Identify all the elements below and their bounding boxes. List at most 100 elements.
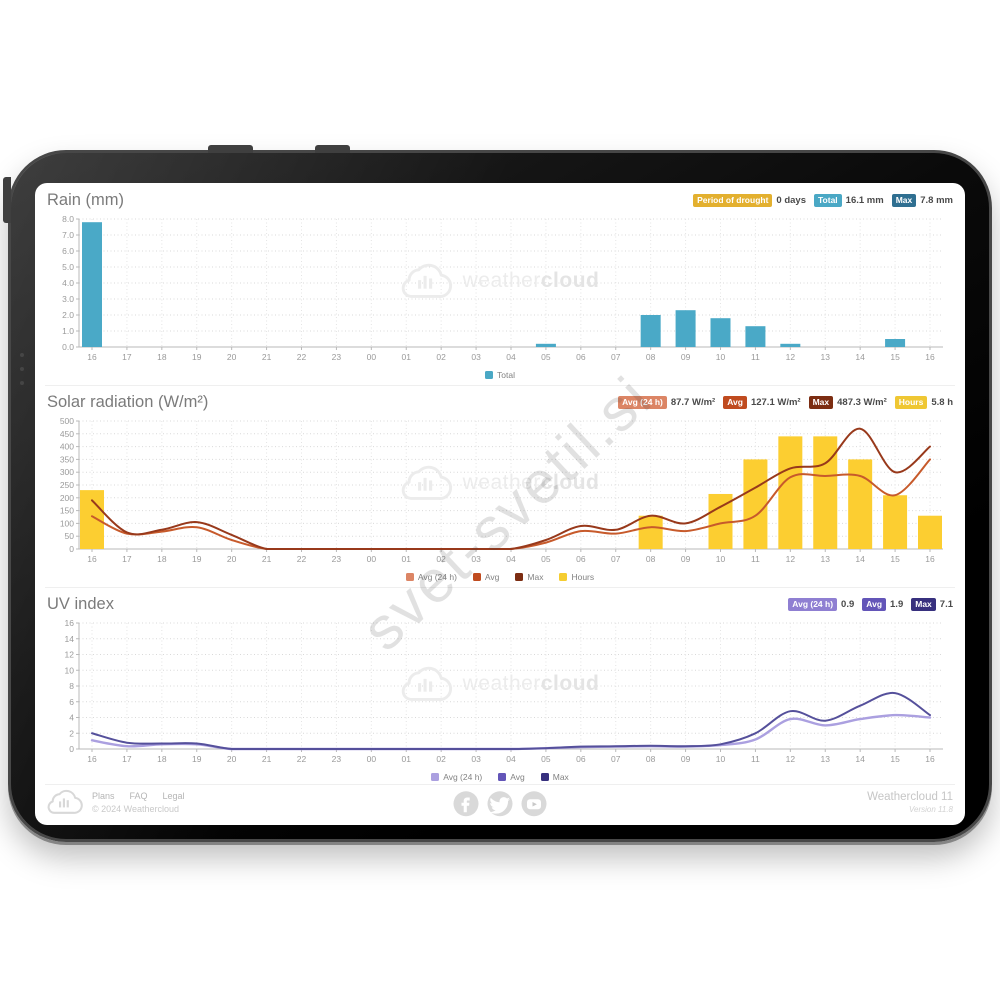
svg-text:03: 03	[471, 352, 481, 362]
svg-text:13: 13	[821, 352, 831, 362]
rain-legend-total[interactable]: Total	[485, 370, 515, 380]
svg-text:11: 11	[751, 754, 760, 764]
svg-text:6: 6	[69, 697, 74, 707]
solar-legend-avg-24-h[interactable]: Avg (24 h)	[405, 572, 457, 582]
svg-text:09: 09	[681, 352, 691, 362]
rain-chart-area: weathercloud 0.0 1.0 2.0 3.0 4.0 5.0 6.0 7.0 8.0…	[45, 213, 955, 368]
svg-text:8: 8	[69, 681, 74, 691]
svg-text:23: 23	[332, 754, 342, 764]
svg-text:10: 10	[716, 352, 726, 362]
svg-text:08: 08	[646, 352, 656, 362]
svg-text:20: 20	[227, 754, 237, 764]
svg-text:16: 16	[87, 554, 97, 564]
copyright: © 2024 Weathercloud	[92, 803, 180, 814]
uv-badge-avg-24-h: Avg (24 h) 0.9	[788, 597, 854, 612]
solar-badges: Avg (24 h) 87.7 W/m² Avg 127.1 W/m² Max 487.3…	[610, 395, 953, 410]
svg-text:12: 12	[786, 352, 796, 362]
svg-text:200: 200	[60, 493, 74, 503]
svg-text:02: 02	[436, 352, 446, 362]
uv-legend: Avg (24 h) Avg Max	[45, 770, 955, 784]
svg-text:09: 09	[681, 754, 691, 764]
solar-legend-max[interactable]: Max	[515, 572, 543, 582]
footer: Plans FAQ Legal © 2024 Weathercloud	[45, 784, 955, 825]
svg-text:0: 0	[69, 544, 74, 554]
uv-legend-avg[interactable]: Avg	[498, 772, 525, 782]
svg-text:16: 16	[925, 754, 935, 764]
svg-text:17: 17	[122, 554, 132, 564]
uv-badge-max: Max 7.1	[911, 597, 953, 612]
uv-title: UV index	[47, 595, 114, 613]
svg-text:01: 01	[402, 554, 412, 564]
svg-text:02: 02	[436, 554, 446, 564]
svg-text:02: 02	[436, 754, 446, 764]
svg-text:22: 22	[297, 554, 307, 564]
uv-legend-avg-24-h[interactable]: Avg (24 h)	[431, 772, 482, 782]
svg-text:17: 17	[122, 352, 132, 362]
svg-text:14: 14	[855, 554, 865, 564]
solar-title: Solar radiation (W/m²)	[47, 393, 209, 411]
svg-text:03: 03	[471, 754, 481, 764]
svg-text:00: 00	[367, 352, 377, 362]
youtube-icon[interactable]	[521, 791, 547, 817]
svg-text:17: 17	[122, 754, 132, 764]
svg-text:05: 05	[541, 352, 551, 362]
solar-legend-avg[interactable]: Avg	[472, 572, 499, 582]
svg-text:14: 14	[65, 634, 75, 644]
svg-text:04: 04	[506, 754, 516, 764]
footer-link-legal[interactable]: Legal	[162, 790, 185, 801]
svg-text:01: 01	[402, 754, 412, 764]
solar-legend-hours[interactable]: Hours	[559, 572, 594, 582]
uv-legend-max[interactable]: Max	[540, 772, 569, 782]
rain-legend: Total	[45, 368, 955, 382]
solar-radiation-panel: Solar radiation (W/m²) Avg (24 h) 87.7 W/…	[45, 385, 955, 584]
svg-text:18: 18	[157, 554, 167, 564]
svg-text:21: 21	[262, 352, 272, 362]
svg-text:400: 400	[60, 442, 74, 452]
solar-chart-area: weathercloud 0 50 100 150 200 250 300 350 400 450…	[45, 415, 955, 570]
svg-text:07: 07	[611, 554, 621, 564]
svg-text:0.0: 0.0	[62, 342, 74, 352]
tablet-camera-icon	[20, 353, 24, 385]
svg-text:3.0: 3.0	[62, 294, 74, 304]
svg-text:500: 500	[60, 416, 74, 426]
svg-text:350: 350	[60, 454, 74, 464]
twitter-icon[interactable]	[487, 791, 513, 817]
svg-text:5.0: 5.0	[62, 262, 74, 272]
svg-text:20: 20	[227, 352, 237, 362]
svg-text:15: 15	[890, 352, 900, 362]
svg-text:18: 18	[157, 352, 167, 362]
uv-index-panel: UV index Avg (24 h) 0.9 Avg 1.9 Max 7.1 weath…	[45, 587, 955, 784]
svg-text:250: 250	[60, 480, 74, 490]
footer-link-faq[interactable]: FAQ	[129, 790, 148, 801]
uv-badge-avg: Avg 1.9	[862, 597, 903, 612]
svg-text:11: 11	[751, 554, 760, 564]
svg-text:05: 05	[541, 754, 551, 764]
svg-text:19: 19	[192, 754, 202, 764]
svg-text:7.0: 7.0	[62, 230, 74, 240]
svg-text:1.0: 1.0	[62, 326, 74, 336]
svg-text:05: 05	[541, 554, 551, 564]
uv-badges: Avg (24 h) 0.9 Avg 1.9 Max 7.1	[780, 597, 953, 612]
svg-text:18: 18	[157, 754, 167, 764]
solar-badge-hours: Hours 5.8 h	[894, 395, 953, 410]
svg-text:10: 10	[716, 554, 726, 564]
svg-text:19: 19	[192, 554, 202, 564]
facebook-icon[interactable]	[453, 791, 479, 817]
rain-panel: Rain (mm) Period of drought 0 days Total 16…	[45, 187, 955, 382]
svg-text:16: 16	[87, 352, 97, 362]
svg-text:16: 16	[925, 352, 935, 362]
svg-text:00: 00	[367, 754, 377, 764]
solar-badge-avg: Avg 127.1 W/m²	[723, 395, 801, 410]
svg-text:03: 03	[471, 554, 481, 564]
svg-text:04: 04	[506, 554, 516, 564]
footer-link-plans[interactable]: Plans	[92, 790, 115, 801]
version-label: Version 11.8	[908, 804, 953, 814]
svg-text:300: 300	[60, 467, 74, 477]
svg-text:6.0: 6.0	[62, 246, 74, 256]
svg-text:10: 10	[65, 665, 75, 675]
svg-text:0: 0	[69, 744, 74, 754]
svg-text:09: 09	[681, 554, 691, 564]
